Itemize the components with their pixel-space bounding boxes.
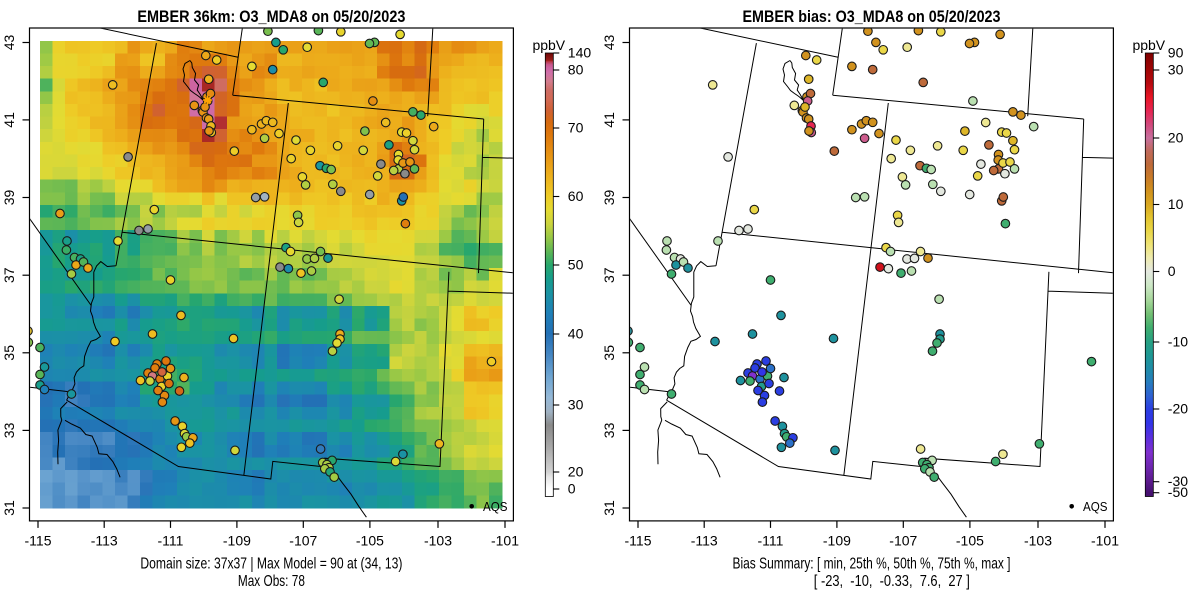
svg-text:33: 33 [1,422,17,438]
svg-text:-111: -111 [158,532,184,548]
svg-text:-111: -111 [758,532,784,548]
svg-text:39: 39 [601,190,617,206]
svg-text:-101: -101 [1091,532,1119,548]
svg-text:20: 20 [1168,130,1184,146]
svg-text:31: 31 [1,500,17,516]
svg-text:Domain size: 37x37 | Max Model: Domain size: 37x37 | Max Model = 90 at (… [140,556,402,573]
svg-text:Bias Summary: [ min, 25th %, 5: Bias Summary: [ min, 25th %, 50th %, 75t… [733,556,1011,573]
svg-text:-30: -30 [1168,473,1188,489]
svg-text:-101: -101 [491,532,519,548]
svg-text:80: 80 [568,62,584,78]
svg-text:-105: -105 [956,532,984,548]
svg-text:-20: -20 [1168,401,1188,417]
svg-text:31: 31 [601,500,617,516]
svg-text:ppbV: ppbV [1132,37,1165,53]
svg-text:-109: -109 [823,532,851,548]
svg-text:10: 10 [1168,196,1184,212]
svg-text:-113: -113 [691,532,718,548]
svg-text:37: 37 [1,267,17,283]
svg-text:0: 0 [568,481,576,497]
svg-text:[ -23, -10, -0.33, 7.6, 27: [ -23, -10, -0.33, 7.6, 27 ] [814,573,970,590]
svg-text:33: 33 [601,422,617,438]
svg-text:35: 35 [1,345,17,361]
svg-text:-107: -107 [289,532,317,548]
svg-text:50: 50 [568,257,584,273]
svg-text:-109: -109 [223,532,251,548]
svg-text:-107: -107 [889,532,917,548]
svg-text:30: 30 [1168,62,1184,78]
svg-text:90: 90 [1168,45,1184,61]
svg-text:-103: -103 [424,532,452,548]
svg-text:-50: -50 [1168,484,1188,500]
svg-text:35: 35 [601,345,617,361]
svg-text:AQS: AQS [483,499,508,514]
svg-text:30: 30 [568,397,584,413]
svg-text:-10: -10 [1168,334,1188,350]
svg-text:43: 43 [601,35,617,51]
svg-text:EMBER 36km: O3_MDA8 on 05/20/2: EMBER 36km: O3_MDA8 on 05/20/2023 [137,8,405,26]
svg-text:20: 20 [568,464,584,480]
svg-text:140: 140 [568,45,592,61]
svg-text:ppbV: ppbV [532,37,565,53]
svg-text:EMBER bias: O3_MDA8 on 05/20/2: EMBER bias: O3_MDA8 on 05/20/2023 [743,8,1001,26]
svg-text:41: 41 [601,112,617,128]
svg-text:40: 40 [568,326,584,342]
svg-text:AQS: AQS [1083,499,1108,514]
svg-text:Max Obs: 78: Max Obs: 78 [238,573,305,590]
svg-text:-113: -113 [91,532,118,548]
svg-text:-105: -105 [356,532,384,548]
svg-text:-103: -103 [1024,532,1052,548]
svg-text:37: 37 [601,267,617,283]
svg-text:70: 70 [568,120,584,136]
svg-text:41: 41 [1,112,17,128]
svg-text:43: 43 [1,35,17,51]
svg-text:-115: -115 [625,532,652,548]
svg-text:-115: -115 [25,532,52,548]
svg-text:39: 39 [1,190,17,206]
svg-text:60: 60 [568,188,584,204]
svg-text:0: 0 [1168,263,1176,279]
